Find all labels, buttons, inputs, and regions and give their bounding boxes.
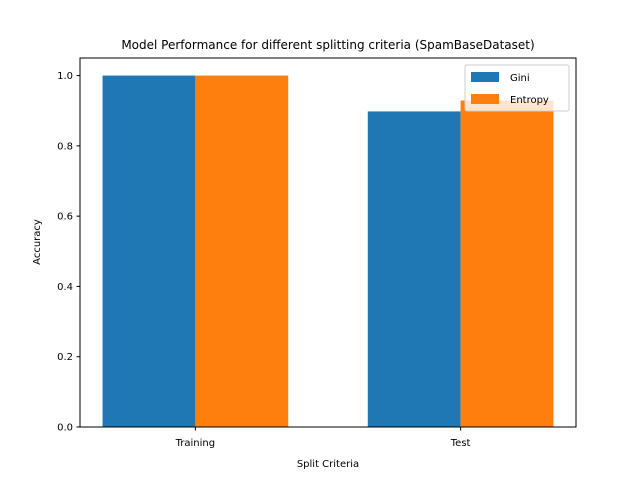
- bars-group: [102, 75, 554, 428]
- legend-label-gini: Gini: [510, 73, 530, 84]
- x-axis: Training Test: [175, 427, 471, 449]
- bar-gini-test: [367, 111, 461, 427]
- x-tick-label: Test: [450, 438, 471, 449]
- y-axis: 0.0 0.2 0.4 0.6 0.8 1.0: [57, 71, 80, 434]
- bar-entropy-training: [195, 75, 289, 428]
- y-tick-label: 0.2: [57, 352, 73, 363]
- legend-swatch-entropy: [471, 94, 499, 104]
- legend-swatch-gini: [471, 72, 499, 82]
- y-tick-label: 0.6: [57, 212, 73, 223]
- bar-entropy-test: [460, 100, 554, 427]
- legend-label-entropy: Entropy: [510, 95, 549, 106]
- y-tick-label: 0.0: [57, 423, 73, 434]
- legend: Gini Entropy: [464, 64, 570, 112]
- y-tick-label: 0.8: [57, 141, 73, 152]
- y-axis-label: Accuracy: [32, 219, 43, 265]
- y-tick-label: 1.0: [57, 71, 73, 82]
- x-tick-label: Training: [175, 438, 215, 449]
- y-tick-label: 0.4: [57, 282, 73, 293]
- x-axis-label: Split Criteria: [297, 459, 359, 470]
- chart-title: Model Performance for different splittin…: [121, 38, 534, 52]
- plot-frame: [79, 57, 577, 428]
- bar-gini-training: [102, 75, 196, 428]
